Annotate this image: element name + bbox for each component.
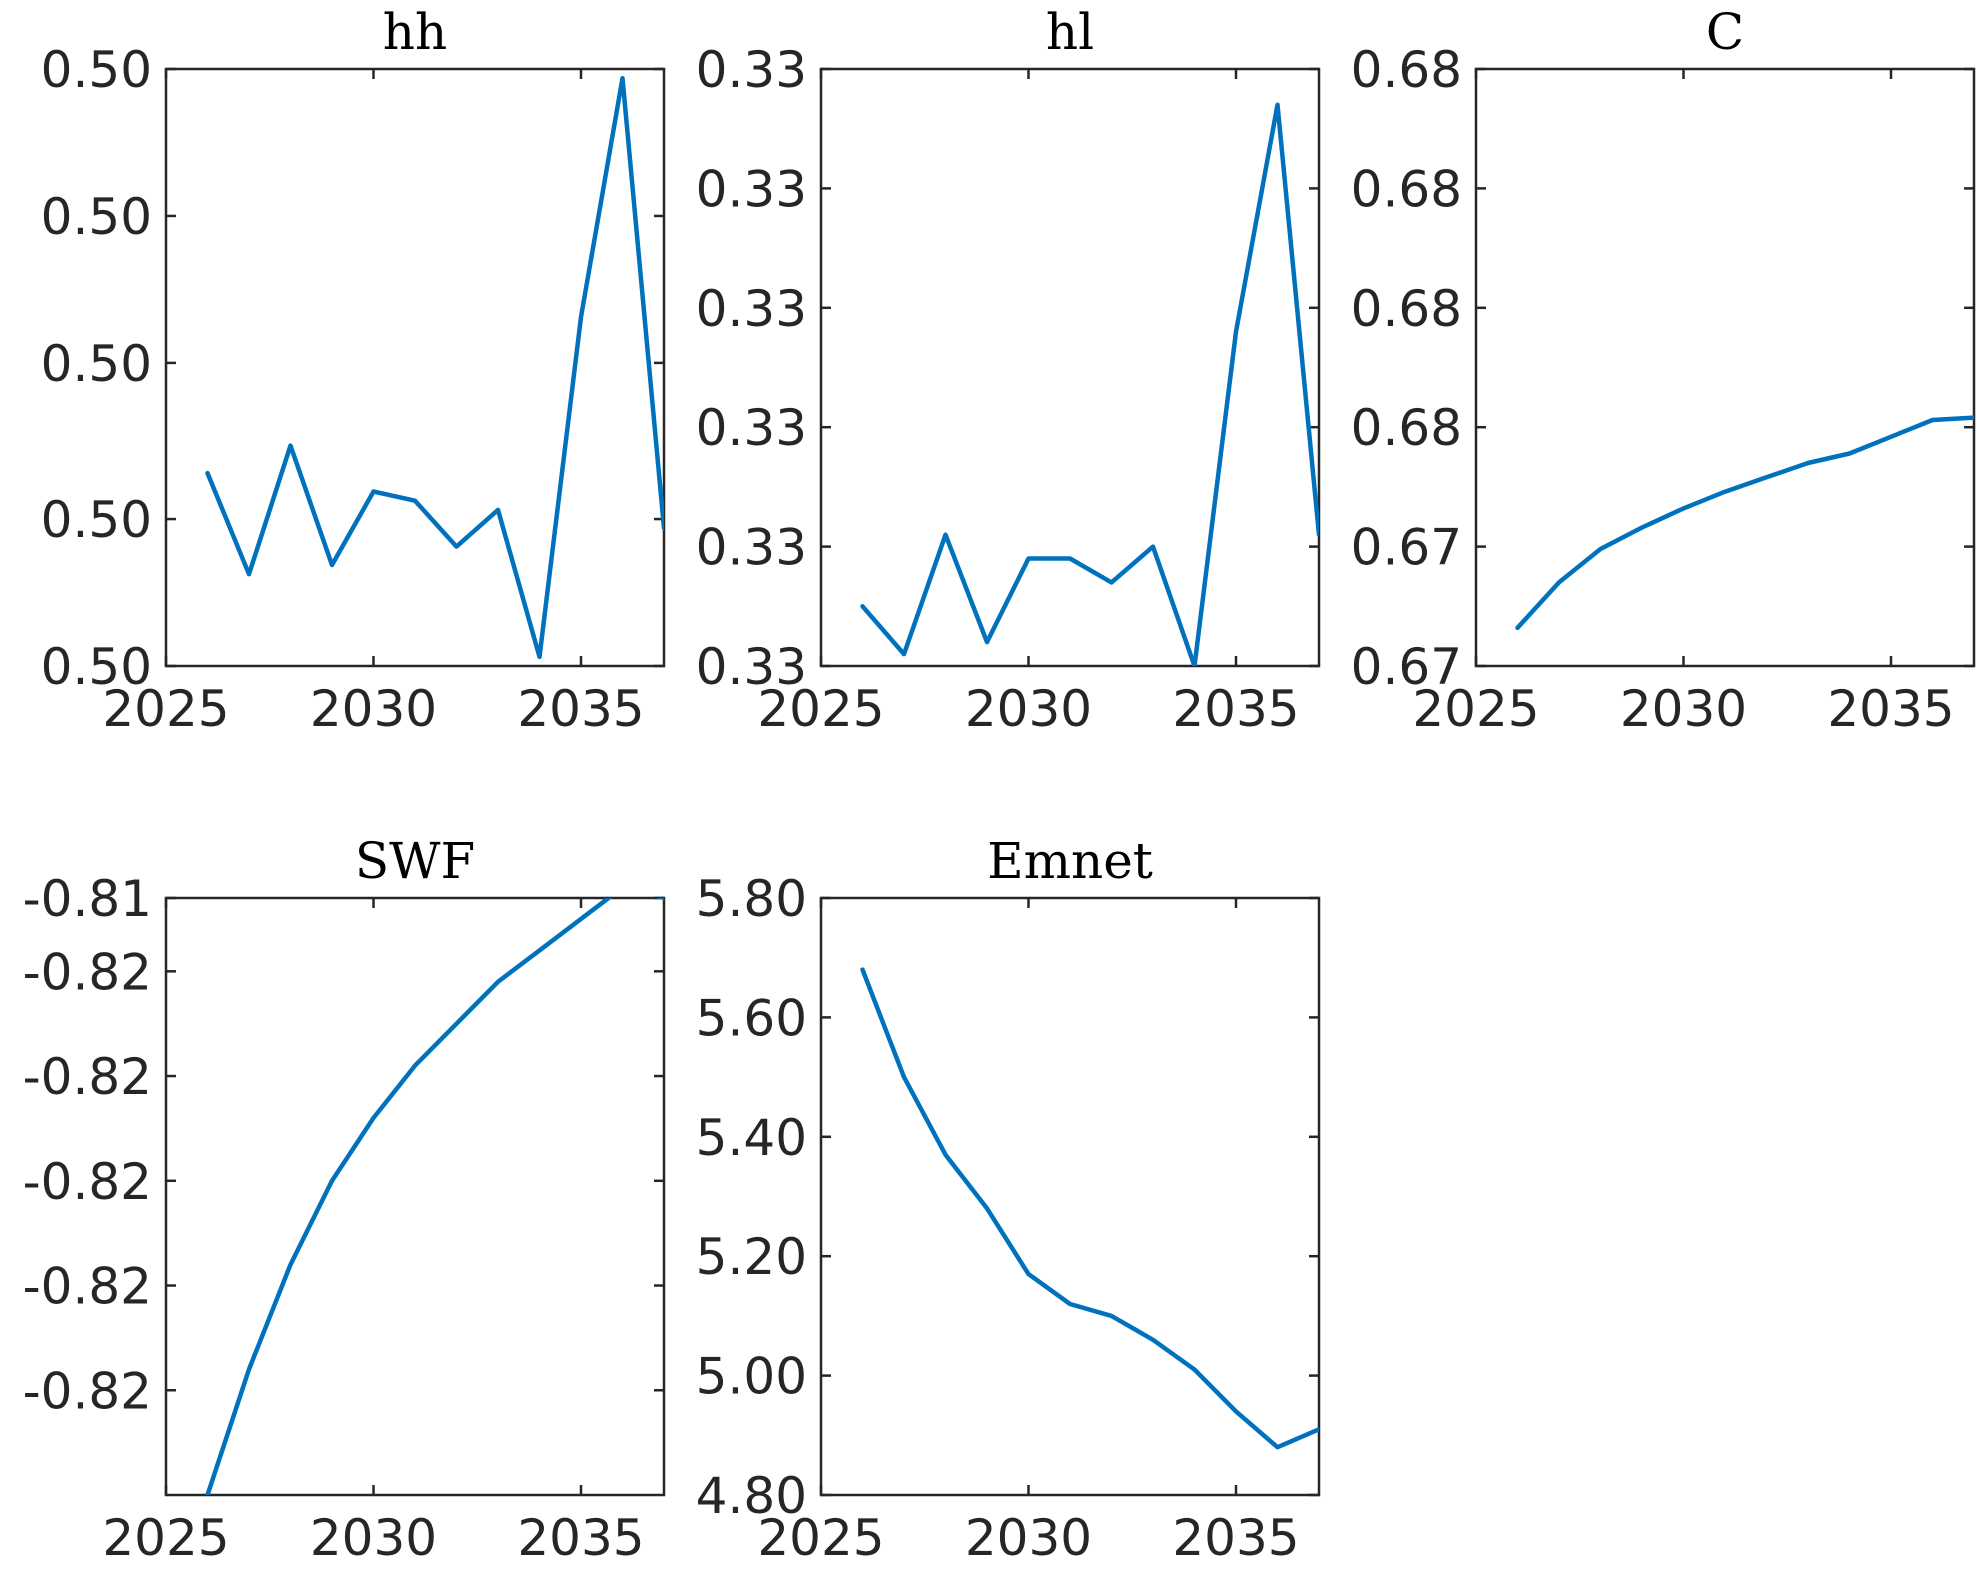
y-tick-label: -0.82 bbox=[23, 1153, 152, 1211]
y-tick-label: 0.33 bbox=[696, 399, 807, 457]
panel-c: C 2025 2030 2035 0.67 0.67 0.68 0.68 0.68 0.68 bbox=[1351, 3, 1976, 738]
y-tick-label: 0.33 bbox=[696, 638, 807, 696]
series-line bbox=[205, 75, 664, 660]
y-tick-label: 0.50 bbox=[41, 335, 152, 393]
y-tick-label: 0.50 bbox=[41, 491, 152, 549]
x-tick-label: 2035 bbox=[517, 1509, 644, 1567]
panel-emnet: Emnet 2025 2030 2035 4.80 5.00 5.20 5.40 5.60 5.8… bbox=[696, 832, 1321, 1567]
x-tick-label: 2030 bbox=[1620, 680, 1747, 738]
panel-title: C bbox=[1706, 3, 1744, 61]
y-tick-label: 0.68 bbox=[1351, 160, 1462, 218]
y-tick-label: 4.80 bbox=[696, 1467, 807, 1525]
x-tick-label: 2025 bbox=[757, 1509, 884, 1567]
x-tick-label: 2035 bbox=[1827, 680, 1954, 738]
y-tick-label: -0.82 bbox=[23, 1258, 152, 1316]
x-tick-label: 2035 bbox=[517, 680, 644, 738]
axis-box bbox=[164, 67, 666, 668]
panel-hl: hl 2025 2030 2035 0.33 0.33 0.33 0.33 0.33 0.33 bbox=[696, 3, 1321, 738]
y-tick-label: 5.40 bbox=[696, 1109, 807, 1167]
axis-box bbox=[164, 896, 666, 1497]
x-tick-label: 2030 bbox=[310, 1509, 437, 1567]
x-tick-label: 2025 bbox=[757, 680, 884, 738]
x-tick-label: 2025 bbox=[102, 680, 229, 738]
y-tick-label: 0.33 bbox=[696, 280, 807, 338]
y-tick-label: 5.00 bbox=[696, 1348, 807, 1406]
y-tick-label: 0.68 bbox=[1351, 41, 1462, 99]
y-tick-label: 0.50 bbox=[41, 638, 152, 696]
y-tick-label: 0.33 bbox=[696, 160, 807, 218]
x-tick-label: 2030 bbox=[310, 680, 437, 738]
axis-box bbox=[819, 896, 1321, 1497]
y-tick-label: 0.68 bbox=[1351, 280, 1462, 338]
panel-title: hh bbox=[383, 3, 447, 61]
axis-box bbox=[819, 67, 1321, 668]
panel-swf: SWF 2025 2030 2035 -0.82 -0.82 -0.82 -0.82 -0.82… bbox=[23, 832, 666, 1567]
y-tick-label: 0.67 bbox=[1351, 519, 1462, 577]
x-tick-label: 2025 bbox=[1412, 680, 1539, 738]
y-tick-label: 0.67 bbox=[1351, 638, 1462, 696]
panel-title: hl bbox=[1046, 3, 1094, 61]
y-tick-label: 0.50 bbox=[41, 188, 152, 246]
y-tick-label: 0.33 bbox=[696, 41, 807, 99]
axis-box bbox=[1474, 67, 1976, 668]
series-line bbox=[860, 102, 1319, 666]
y-tick-label: 5.20 bbox=[696, 1228, 807, 1286]
y-tick-label: 0.50 bbox=[41, 41, 152, 99]
y-tick-label: -0.82 bbox=[23, 1362, 152, 1420]
panel-title: Emnet bbox=[987, 832, 1153, 890]
x-tick-label: 2035 bbox=[1172, 680, 1299, 738]
series-line bbox=[860, 967, 1319, 1450]
y-tick-label: -0.82 bbox=[23, 1048, 152, 1106]
x-tick-label: 2025 bbox=[102, 1509, 229, 1567]
series-line bbox=[1515, 415, 1974, 631]
x-tick-label: 2030 bbox=[965, 1509, 1092, 1567]
y-tick-label: 0.33 bbox=[696, 519, 807, 577]
x-tick-label: 2035 bbox=[1172, 1509, 1299, 1567]
y-tick-label: 0.68 bbox=[1351, 399, 1462, 457]
panel-title: SWF bbox=[355, 832, 475, 890]
y-tick-label: -0.82 bbox=[23, 943, 152, 1001]
y-tick-label: 5.60 bbox=[696, 989, 807, 1047]
series-line bbox=[205, 898, 664, 1495]
x-tick-label: 2030 bbox=[965, 680, 1092, 738]
panel-hh: hh 2025 2030 2035 0.50 0.50 0.50 0.50 0.50 bbox=[41, 3, 666, 738]
y-tick-label: -0.81 bbox=[23, 870, 152, 928]
y-tick-label: 5.80 bbox=[696, 870, 807, 928]
